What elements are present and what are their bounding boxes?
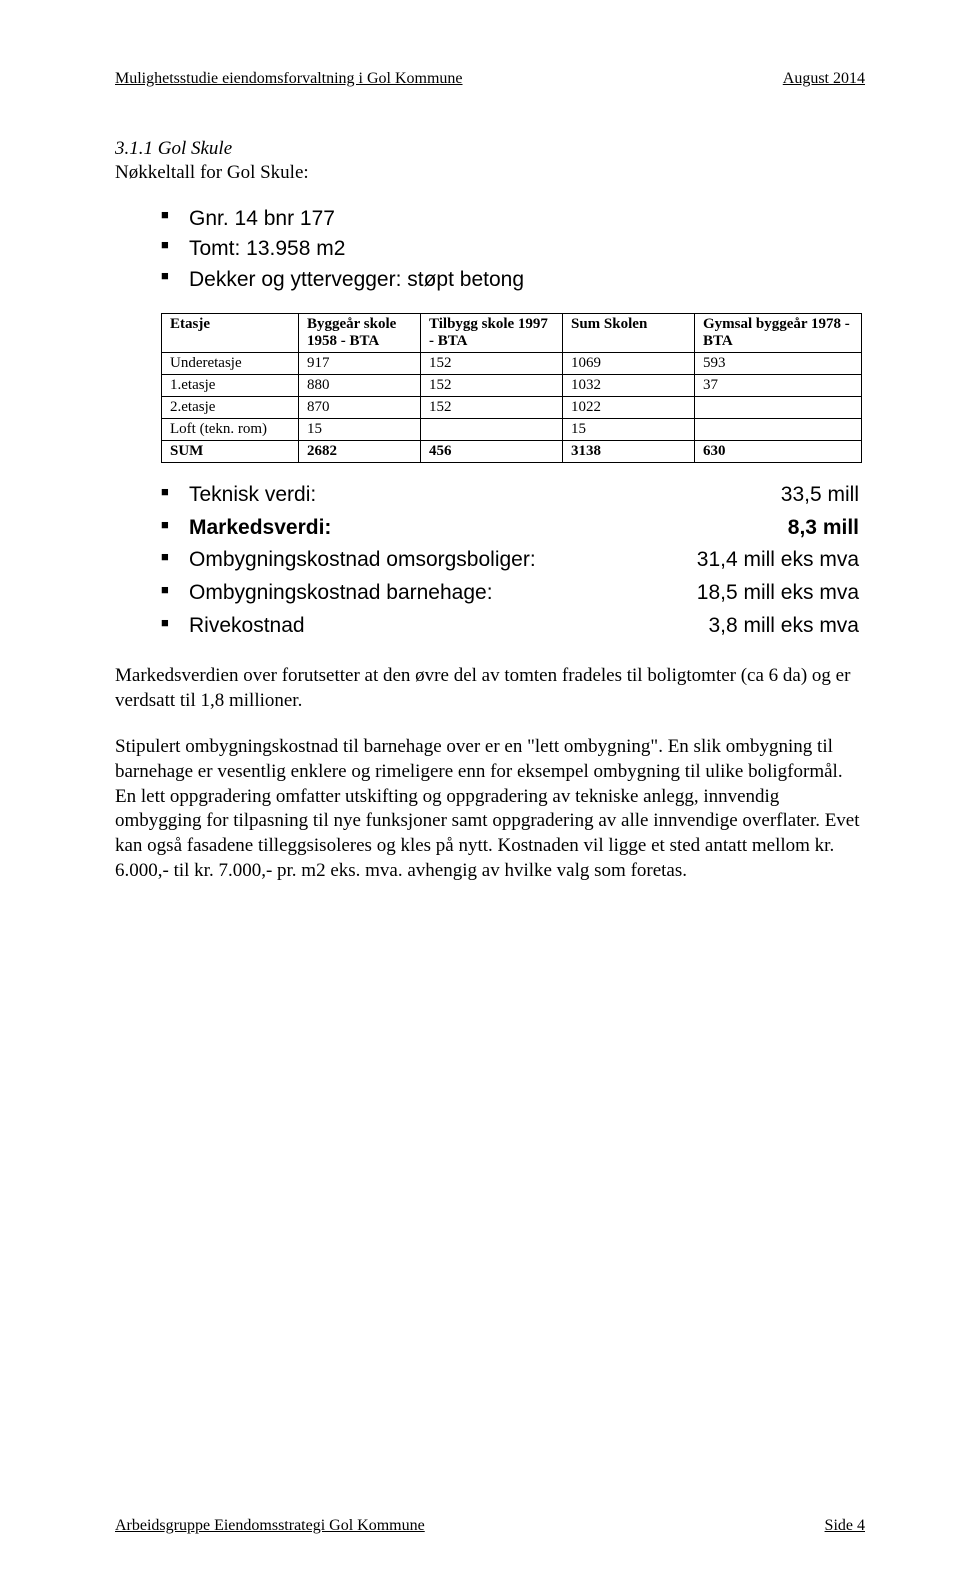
header-left: Mulighetsstudie eiendomsforvaltning i Go… — [115, 70, 463, 88]
kv-item: Ombygningskostnad barnehage: 18,5 mill e… — [161, 577, 865, 610]
table-cell: 2682 — [299, 441, 421, 463]
table-header: Sum Skolen — [563, 314, 695, 353]
kv-label: Markedsverdi: — [189, 512, 331, 545]
table-cell: Underetasje — [162, 353, 299, 375]
table-cell: 1022 — [563, 397, 695, 419]
section-subtitle: Nøkkeltall for Gol Skule: — [115, 162, 865, 184]
table-header-row: Etasje Byggeår skole 1958 - BTA Tilbygg … — [162, 314, 862, 353]
table-cell: 15 — [563, 419, 695, 441]
table-cell: Loft (tekn. rom) — [162, 419, 299, 441]
table-cell: 152 — [421, 397, 563, 419]
key-value-list: Teknisk verdi: 33,5 mill Markedsverdi: 8… — [115, 479, 865, 642]
table-cell: 3138 — [563, 441, 695, 463]
kv-label: Rivekostnad — [189, 610, 305, 643]
kv-label: Ombygningskostnad omsorgsboliger: — [189, 544, 536, 577]
data-table-wrap: Etasje Byggeår skole 1958 - BTA Tilbygg … — [161, 313, 865, 463]
footer-left: Arbeidsgruppe Eiendomsstrategi Gol Kommu… — [115, 1517, 425, 1535]
kv-value: 31,4 mill eks mva — [697, 544, 865, 577]
table-cell — [421, 419, 563, 441]
bullets-top: Gnr. 14 bnr 177 Tomt: 13.958 m2 Dekker o… — [115, 204, 865, 295]
section-title-text: Gol Skule — [158, 138, 232, 159]
bullet-item: Gnr. 14 bnr 177 — [161, 204, 865, 234]
footer-right: Side 4 — [825, 1517, 865, 1535]
table-cell: 1.etasje — [162, 375, 299, 397]
table-cell: 152 — [421, 375, 563, 397]
kv-value: 18,5 mill eks mva — [697, 577, 865, 610]
kv-item: Teknisk verdi: 33,5 mill — [161, 479, 865, 512]
header-right: August 2014 — [783, 70, 865, 88]
kv-value: 8,3 mill — [788, 512, 865, 545]
table-cell — [695, 397, 862, 419]
bullet-item: Dekker og yttervegger: støpt betong — [161, 265, 865, 295]
table-cell: 15 — [299, 419, 421, 441]
table-header: Gymsal byggeår 1978 - BTA — [695, 314, 862, 353]
kv-item: Rivekostnad 3,8 mill eks mva — [161, 610, 865, 643]
table-cell: SUM — [162, 441, 299, 463]
table-cell: 917 — [299, 353, 421, 375]
bullet-item: Tomt: 13.958 m2 — [161, 234, 865, 264]
kv-label: Ombygningskostnad barnehage: — [189, 577, 493, 610]
table-cell: 630 — [695, 441, 862, 463]
section-title: 3.1.1 Gol Skule — [115, 138, 865, 160]
table-cell: 1069 — [563, 353, 695, 375]
kv-item: Ombygningskostnad omsorgsboliger: 31,4 m… — [161, 544, 865, 577]
table-row: Loft (tekn. rom) 15 15 — [162, 419, 862, 441]
kv-value: 3,8 mill eks mva — [708, 610, 865, 643]
table-header: Byggeår skole 1958 - BTA — [299, 314, 421, 353]
table-row: 1.etasje 880 152 1032 37 — [162, 375, 862, 397]
table-cell: 593 — [695, 353, 862, 375]
table-cell: 152 — [421, 353, 563, 375]
table-cell: 870 — [299, 397, 421, 419]
kv-value: 33,5 mill — [781, 479, 865, 512]
page: Mulighetsstudie eiendomsforvaltning i Go… — [0, 0, 960, 1591]
table-cell: 880 — [299, 375, 421, 397]
table-cell: 2.etasje — [162, 397, 299, 419]
table-cell — [695, 419, 862, 441]
data-table: Etasje Byggeår skole 1958 - BTA Tilbygg … — [161, 313, 862, 463]
paragraph: Markedsverdien over forutsetter at den ø… — [115, 664, 865, 713]
page-header: Mulighetsstudie eiendomsforvaltning i Go… — [115, 70, 865, 88]
kv-label: Teknisk verdi: — [189, 479, 316, 512]
table-row: 2.etasje 870 152 1022 — [162, 397, 862, 419]
paragraph: Stipulert ombygningskostnad til barnehag… — [115, 735, 865, 883]
kv-item: Markedsverdi: 8,3 mill — [161, 512, 865, 545]
table-cell: 456 — [421, 441, 563, 463]
table-sum-row: SUM 2682 456 3138 630 — [162, 441, 862, 463]
table-header: Etasje — [162, 314, 299, 353]
table-cell: 37 — [695, 375, 862, 397]
section-number: 3.1.1 — [115, 138, 153, 159]
table-row: Underetasje 917 152 1069 593 — [162, 353, 862, 375]
table-header: Tilbygg skole 1997 - BTA — [421, 314, 563, 353]
table-cell: 1032 — [563, 375, 695, 397]
page-footer: Arbeidsgruppe Eiendomsstrategi Gol Kommu… — [115, 1517, 865, 1535]
